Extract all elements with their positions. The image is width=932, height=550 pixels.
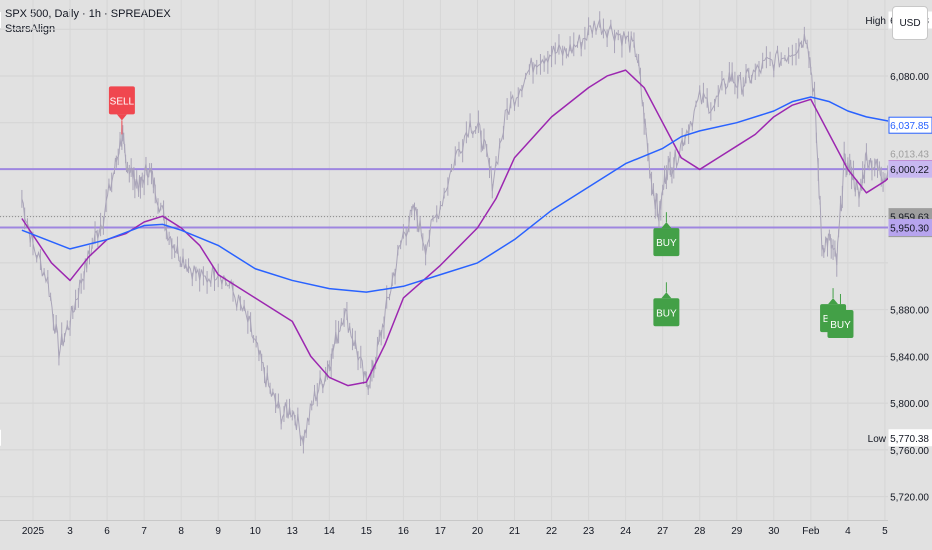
price-tick-label: 5,720.00 xyxy=(890,493,929,504)
price-label: 6,013.43 xyxy=(890,150,929,161)
time-tick-label: 20 xyxy=(472,526,484,537)
price-label-box xyxy=(888,160,932,178)
time-tick-label: 21 xyxy=(509,526,521,537)
signal-box xyxy=(108,86,135,115)
signal-pointer xyxy=(661,222,672,229)
time-tick-label: 7 xyxy=(141,526,147,537)
fast-ma-line[interactable] xyxy=(21,69,888,387)
time-tick-label: 16 xyxy=(398,526,410,537)
time-tick-label: 5 xyxy=(882,526,888,537)
high-low-tag: Low xyxy=(868,434,887,445)
symbol-title[interactable]: SPX 500, Daily · 1h · SPREADEX xyxy=(5,8,171,20)
time-tick-label: 17 xyxy=(435,526,447,537)
currency-button[interactable]: USD xyxy=(892,6,928,40)
high-low-tag-bg xyxy=(0,12,1,29)
price-line xyxy=(21,19,888,445)
time-tick-label: Feb xyxy=(802,526,820,537)
time-axis[interactable]: 2025 3 6 7 8 9 10 13 14 15 16 17 20 21 22 23 24 27 28 29 30 F… xyxy=(0,520,888,550)
buy-signal[interactable]: BUY xyxy=(653,282,680,327)
price-label: 6,037.85 xyxy=(890,121,929,132)
signal-box xyxy=(653,228,680,257)
signal-label: BUY xyxy=(656,308,677,319)
signal-pointer xyxy=(828,298,839,305)
signal-pointer xyxy=(116,114,127,121)
time-tick-label: 27 xyxy=(657,526,669,537)
time-tick-label: 29 xyxy=(731,526,743,537)
price-label-box xyxy=(888,429,932,447)
price-tick-label: 5,800.00 xyxy=(890,399,929,410)
buy-signal[interactable]: BUY xyxy=(827,293,854,338)
time-tick-label: 24 xyxy=(620,526,632,537)
price-tick-label: 5,760.00 xyxy=(890,446,929,457)
price-tick-label: 5,840.00 xyxy=(890,352,929,363)
high-low-tag-bg xyxy=(0,429,1,446)
signal-label: BUY xyxy=(830,320,851,331)
signal-box xyxy=(827,309,854,338)
time-tick-label: 28 xyxy=(694,526,706,537)
time-tick-label: 4 xyxy=(845,526,851,537)
time-tick-label: 10 xyxy=(250,526,262,537)
signal-label: SELL xyxy=(110,96,135,107)
signal-pointer xyxy=(835,303,846,310)
buy-signal[interactable]: BUY xyxy=(653,212,680,257)
price-label: 5,950.30 xyxy=(890,224,929,235)
time-tick-label: 8 xyxy=(178,526,184,537)
time-tick-label: 14 xyxy=(324,526,336,537)
time-tick-label: 30 xyxy=(768,526,780,537)
price-label: 6,000.22 xyxy=(890,165,929,176)
signal-box xyxy=(653,298,680,327)
price-bars xyxy=(21,11,888,454)
price-label-box xyxy=(888,116,932,134)
time-tick-label: 2025 xyxy=(22,526,45,537)
time-tick-label: 15 xyxy=(361,526,373,537)
time-tick-label: 22 xyxy=(546,526,558,537)
time-tick-label: 13 xyxy=(287,526,299,537)
price-tick-label: 6,080.00 xyxy=(890,72,929,83)
chart-plot-area[interactable]: SELLBUYBUYBUYBUYHighLow xyxy=(0,0,888,520)
price-tick-label: 5,880.00 xyxy=(890,306,929,317)
signal-pointer xyxy=(661,292,672,299)
time-tick-label: 23 xyxy=(583,526,595,537)
price-label-box xyxy=(888,219,932,237)
sell-signal[interactable]: SELL xyxy=(108,86,135,135)
time-axis-bg xyxy=(0,520,888,550)
slow-ma-line[interactable] xyxy=(21,96,888,293)
time-tick-label: 9 xyxy=(215,526,221,537)
price-axis[interactable]: 5,720.00 5,760.00 5,800.00 5,840.00 5,880.00… xyxy=(888,0,932,520)
high-low-tag: High xyxy=(865,16,886,27)
price-label: 5,770.38 xyxy=(890,434,929,445)
time-tick-label: 3 xyxy=(67,526,73,537)
signal-label: BUY xyxy=(656,238,677,249)
price-label: 5,959.63 xyxy=(890,213,929,224)
time-tick-label: 6 xyxy=(104,526,110,537)
